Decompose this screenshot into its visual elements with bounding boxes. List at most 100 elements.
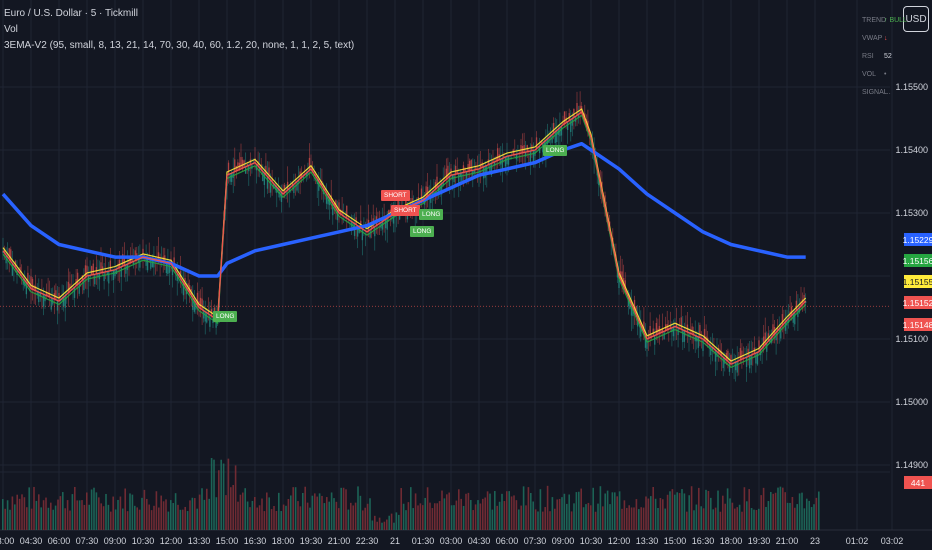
volume-legend[interactable]: Vol xyxy=(4,24,18,35)
x-tick-label: 15:00 xyxy=(664,536,687,546)
volume-bar xyxy=(671,489,674,530)
volume-bar xyxy=(599,486,602,530)
candle-body xyxy=(263,173,266,185)
volume-bar xyxy=(201,488,203,530)
volume-bar xyxy=(208,498,210,530)
volume-bar xyxy=(724,503,726,530)
candle-body xyxy=(67,281,70,293)
volume-bar xyxy=(736,507,738,530)
candle-body xyxy=(501,158,504,169)
volume-bar xyxy=(287,499,290,530)
volume-bar xyxy=(407,502,410,530)
volume-bar xyxy=(618,491,621,530)
price-badge: 1.15155 xyxy=(902,275,932,288)
x-tick-label: 06:00 xyxy=(48,536,71,546)
candle-body xyxy=(506,156,508,165)
candle-body xyxy=(714,350,717,362)
volume-bar xyxy=(352,505,354,530)
candle-body xyxy=(56,300,59,311)
volume-bar xyxy=(707,490,710,530)
candle-body xyxy=(644,335,647,348)
volume-bar xyxy=(179,509,182,530)
volume-bar xyxy=(158,507,160,530)
candle-body xyxy=(118,259,121,268)
candle-body xyxy=(778,328,780,332)
volume-bar xyxy=(328,501,330,530)
volume-bar xyxy=(338,508,340,530)
candle-body xyxy=(94,274,96,285)
candle-body xyxy=(781,314,784,326)
volume-bar xyxy=(14,504,16,530)
symbol-legend[interactable]: Euro / U.S. Dollar · 5 · Tickmill xyxy=(4,8,138,19)
volume-bar xyxy=(278,492,280,530)
volume-bar xyxy=(602,506,604,530)
volume-bar xyxy=(424,497,426,530)
x-tick-label: 15:00 xyxy=(216,536,239,546)
volume-bar xyxy=(700,506,702,530)
candle-body xyxy=(736,361,738,373)
volume-bar xyxy=(227,458,230,530)
candle-body xyxy=(274,185,276,189)
volume-bar xyxy=(330,492,333,530)
candle-body xyxy=(310,166,312,169)
status-label: SIGNAL xyxy=(862,89,888,96)
volume-bar xyxy=(244,488,246,530)
volume-bar xyxy=(513,495,515,530)
candle-body xyxy=(649,326,651,338)
volume-bar xyxy=(134,505,136,530)
volume-bar xyxy=(767,501,770,530)
volume-bar xyxy=(354,502,357,530)
volume-bar xyxy=(165,499,167,530)
volume-bar xyxy=(784,492,786,530)
volume-bar xyxy=(266,492,268,530)
volume-bar xyxy=(189,500,191,530)
volume-bar xyxy=(26,507,28,530)
volume-bar xyxy=(112,496,114,530)
volume-bar xyxy=(326,497,328,530)
candle-body xyxy=(755,353,757,364)
candle-body xyxy=(566,121,569,130)
volume-bar xyxy=(578,491,580,530)
status-value: ↑ BULL xyxy=(884,17,907,24)
volume-bar xyxy=(198,494,201,530)
short-signal-marker: SHORT xyxy=(391,205,420,216)
volume-bar xyxy=(633,507,635,530)
indicator-legend[interactable]: 3EMA-V2 (95, small, 8, 13, 21, 14, 70, 3… xyxy=(4,40,355,51)
candle-body xyxy=(496,148,499,161)
candle-body xyxy=(268,167,270,179)
candle-body xyxy=(495,156,497,162)
candle-body xyxy=(459,173,462,177)
price-badge: 1.15152 xyxy=(902,296,932,309)
candle-body xyxy=(47,292,49,297)
long-signal-marker: LONG xyxy=(419,209,444,220)
candle-body xyxy=(84,265,87,278)
volume-bar xyxy=(530,493,532,530)
candle-body xyxy=(425,186,427,198)
volume-bar xyxy=(54,505,57,530)
candle-body xyxy=(2,250,4,254)
currency-button[interactable]: USD xyxy=(903,6,929,32)
volume-bar xyxy=(302,492,304,530)
volume-bar xyxy=(383,521,386,530)
x-tick-label: 21:00 xyxy=(776,536,799,546)
volume-bar xyxy=(239,494,242,530)
candle-body xyxy=(103,272,105,282)
x-tick-label: 03:02 xyxy=(881,536,904,546)
candle-body xyxy=(293,184,295,194)
candle-body xyxy=(576,103,578,116)
volume-bar xyxy=(47,507,50,530)
candle-body xyxy=(481,162,483,168)
volume-bar xyxy=(251,500,254,530)
candle-body xyxy=(436,176,438,188)
volume-bar xyxy=(748,489,750,530)
candle-body xyxy=(201,298,203,310)
candle-body xyxy=(386,218,388,230)
volume-bar xyxy=(494,491,496,530)
candle-body xyxy=(535,137,538,149)
candle-body xyxy=(262,171,264,182)
volume-bar xyxy=(448,492,450,530)
volume-bar xyxy=(731,502,734,530)
x-tick-label: 13:30 xyxy=(188,536,211,546)
x-tick-label: 12:00 xyxy=(608,536,631,546)
